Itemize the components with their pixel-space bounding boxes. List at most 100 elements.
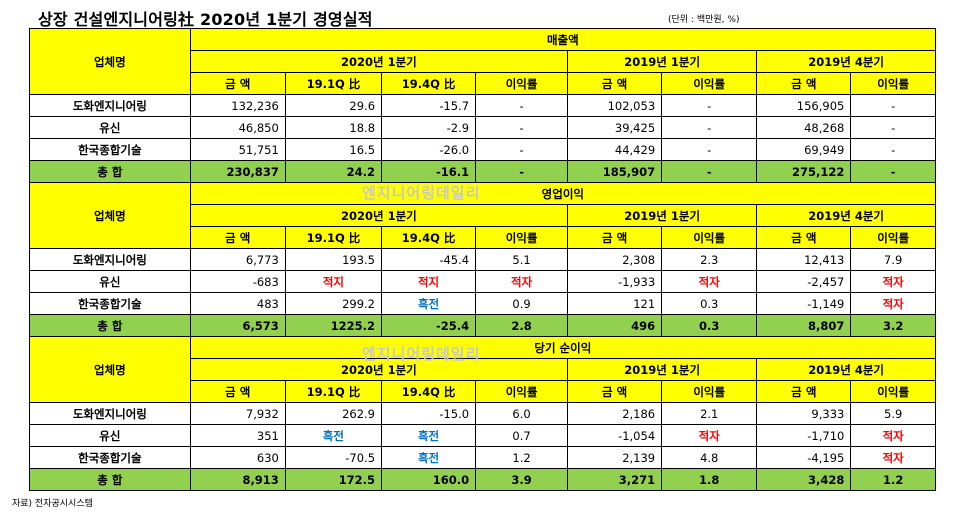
total-label: 총 합 bbox=[29, 468, 191, 491]
column-header-amount: 금 액 bbox=[567, 380, 663, 403]
value-cell: 12,413 bbox=[756, 248, 852, 271]
value-cell: 16.5 bbox=[284, 138, 383, 161]
column-header-amount: 금 액 bbox=[189, 226, 286, 249]
value-cell: - bbox=[661, 94, 758, 117]
value-cell: -45.4 bbox=[381, 248, 477, 271]
value-cell: 적자 bbox=[661, 270, 758, 293]
total-row: 총 합 6,573 1225.2 -25.4 2.8 496 0.3 8,807 3.2 bbox=[29, 314, 936, 337]
watermark-2: 엔지니어링데일리 bbox=[362, 345, 481, 363]
value-cell: 적자 bbox=[850, 446, 936, 469]
value-cell: 193.5 bbox=[284, 248, 383, 271]
value-cell: 39,425 bbox=[567, 116, 663, 139]
company-name: 유신 bbox=[29, 270, 191, 293]
value-cell: -2,457 bbox=[756, 270, 852, 293]
column-header-qoq: 19.4Q 比 bbox=[381, 380, 477, 403]
company-name: 한국종합기술 bbox=[29, 292, 191, 315]
column-header-margin: 이익률 bbox=[475, 380, 569, 403]
value-cell: 156,905 bbox=[756, 94, 852, 117]
period-header-row: 2020년 1분기 2019년 1분기 2019년 4분기 bbox=[30, 50, 936, 73]
value-cell: -1,710 bbox=[756, 424, 852, 447]
table-row: 한국종합기술 630 -70.5 흑전 1.2 2,139 4.8 -4,195 적자 bbox=[29, 446, 936, 469]
total-label: 총 합 bbox=[29, 160, 191, 183]
period-2019q4: 2019년 4분기 bbox=[756, 204, 936, 227]
table-row: 도화엔지니어링 6,773 193.5 -45.4 5.1 2,308 2.3 12,413 7… bbox=[29, 248, 936, 271]
value-cell: 69,949 bbox=[756, 138, 852, 161]
value-cell: - bbox=[661, 116, 758, 139]
value-cell: - bbox=[475, 94, 569, 117]
value-cell: 적자 bbox=[850, 270, 936, 293]
value-cell: 1225.2 bbox=[284, 314, 383, 337]
value-cell: 6,773 bbox=[189, 248, 286, 271]
table-row: 유신 351 흑전 흑전 0.7 -1,054 적자 -1,710 적자 bbox=[29, 424, 936, 447]
value-cell: 102,053 bbox=[567, 94, 663, 117]
page-title: 상장 건설엔지니어링社 2020년 1분기 경영실적 bbox=[38, 10, 373, 29]
table-row: 도화엔지니어링 7,932 262.9 -15.0 6.0 2,186 2.1 9,333 5.… bbox=[29, 402, 936, 425]
value-cell: 5.9 bbox=[850, 402, 936, 425]
value-cell: 29.6 bbox=[284, 94, 383, 117]
table-row: 한국종합기술 51,751 16.5 -26.0-44,429-69,949- bbox=[29, 138, 936, 161]
column-header-margin: 이익률 bbox=[850, 380, 936, 403]
value-cell: 적지 bbox=[381, 270, 477, 293]
value-cell: 230,837 bbox=[189, 160, 286, 183]
column-header-yoy: 19.1Q 比 bbox=[284, 226, 383, 249]
column-header-row: 금 액 19.1Q 比 19.4Q 比 이익률 금 액 이익률 금 액 이익률 bbox=[30, 226, 936, 249]
value-cell: - bbox=[475, 160, 569, 183]
value-cell: 3,428 bbox=[756, 468, 852, 491]
value-cell: 46,850 bbox=[189, 116, 286, 139]
value-cell: - bbox=[850, 94, 936, 117]
column-header-amount: 금 액 bbox=[756, 72, 852, 95]
column-header-margin: 이익률 bbox=[850, 72, 936, 95]
value-cell: 4.8 bbox=[661, 446, 758, 469]
value-cell: -2.9 bbox=[381, 116, 477, 139]
value-cell: 262.9 bbox=[284, 402, 383, 425]
value-cell: - bbox=[475, 116, 569, 139]
period-header-row: 2020년 1분기 2019년 1분기 2019년 4분기 bbox=[30, 204, 936, 227]
value-cell: 2.8 bbox=[475, 314, 569, 337]
value-cell: 299.2 bbox=[284, 292, 383, 315]
column-header-margin: 이익률 bbox=[850, 226, 936, 249]
column-header-yoy: 19.1Q 比 bbox=[284, 380, 383, 403]
value-cell: - bbox=[850, 138, 936, 161]
value-cell: 160.0 bbox=[381, 468, 477, 491]
value-cell: 51,751 bbox=[189, 138, 286, 161]
value-cell: -683 bbox=[189, 270, 286, 293]
value-cell: 275,122 bbox=[756, 160, 852, 183]
column-header-amount: 금 액 bbox=[189, 72, 286, 95]
value-cell: 0.3 bbox=[661, 314, 758, 337]
value-cell: 흑전 bbox=[381, 424, 477, 447]
value-cell: 8,913 bbox=[189, 468, 286, 491]
period-2019q1: 2019년 1분기 bbox=[567, 204, 758, 227]
total-row: 총 합 8,913 172.5 160.0 3.9 3,271 1.8 3,428 1.2 bbox=[29, 468, 936, 491]
value-cell: 9,333 bbox=[756, 402, 852, 425]
value-cell: -15.7 bbox=[381, 94, 477, 117]
watermark-1: 엔지니어링데일리 bbox=[362, 184, 481, 202]
value-cell: 적자 bbox=[475, 270, 569, 293]
value-cell: -70.5 bbox=[284, 446, 383, 469]
value-cell: 121 bbox=[567, 292, 663, 315]
value-cell: 132,236 bbox=[189, 94, 286, 117]
column-header-margin: 이익률 bbox=[475, 226, 569, 249]
value-cell: 흑전 bbox=[284, 424, 383, 447]
value-cell: 630 bbox=[189, 446, 286, 469]
period-2019q4: 2019년 4분기 bbox=[756, 358, 936, 381]
column-header-margin: 이익률 bbox=[661, 72, 758, 95]
value-cell: 적자 bbox=[850, 292, 936, 315]
column-header-amount: 금 액 bbox=[756, 226, 852, 249]
value-cell: 적자 bbox=[661, 424, 758, 447]
period-header-row: 2020년 1분기 2019년 1분기 2019년 4분기 bbox=[30, 358, 936, 381]
value-cell: 48,268 bbox=[756, 116, 852, 139]
value-cell: -1,054 bbox=[567, 424, 663, 447]
table-row: 유신 -683 적지 적지 적자 -1,933 적자 -2,457 적자 bbox=[29, 270, 936, 293]
value-cell: 2.3 bbox=[661, 248, 758, 271]
value-cell: -25.4 bbox=[381, 314, 477, 337]
section-header-row: 업체명 영업이익 bbox=[29, 182, 937, 249]
company-name: 유신 bbox=[29, 424, 191, 447]
source-note: 자료) 전자공시시스템 bbox=[12, 499, 93, 509]
section-title: 당기 순이익 bbox=[189, 336, 937, 359]
value-cell: - bbox=[661, 138, 758, 161]
section-header-row: 업체명 당기 순이익 bbox=[29, 336, 937, 403]
value-cell: 6.0 bbox=[475, 402, 569, 425]
total-row: 총 합 230,837 24.2 -16.1-185,907-275,122- bbox=[29, 160, 936, 183]
value-cell: 0.9 bbox=[475, 292, 569, 315]
company-name: 도화엔지니어링 bbox=[29, 402, 191, 425]
